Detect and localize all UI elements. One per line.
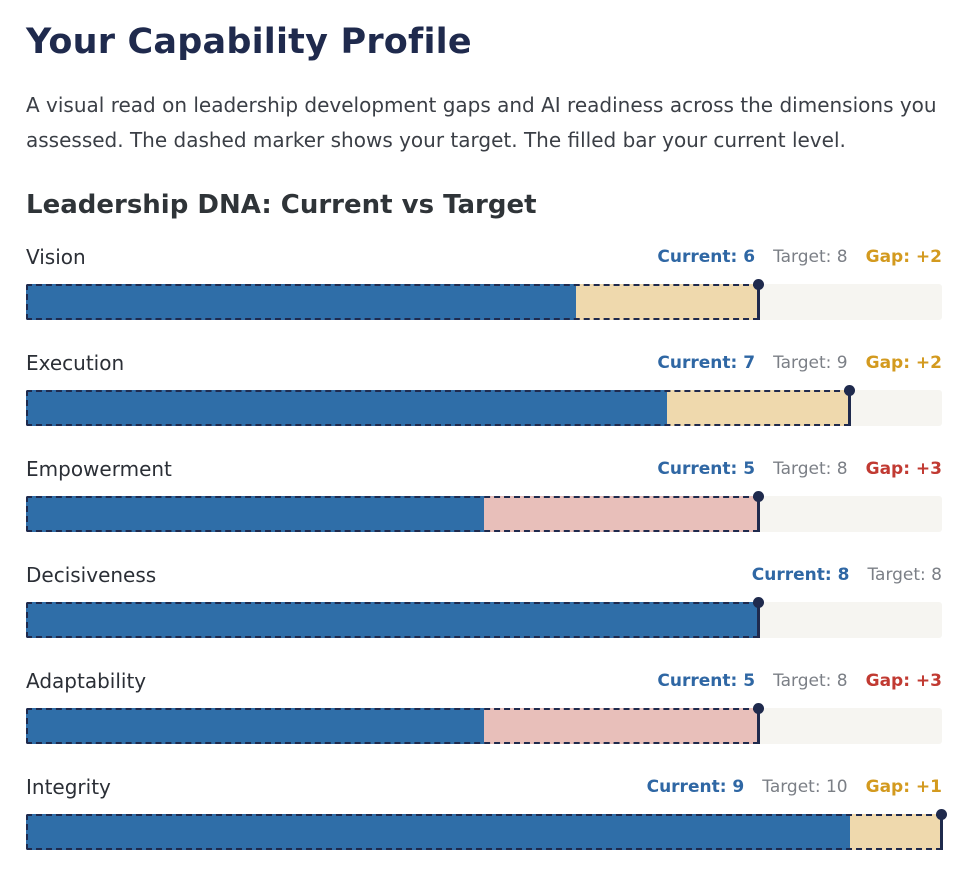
target-marker-line: [756, 496, 760, 532]
dimension-stats: Current: 6 Target: 8 Gap: +2: [657, 247, 942, 267]
current-value-label: Current: 5: [657, 671, 756, 691]
target-outline: [26, 390, 851, 426]
target-value-label: Target: 8: [773, 459, 848, 479]
target-marker-line: [756, 602, 760, 638]
target-outline: [26, 602, 759, 638]
page-description: A visual read on leadership development …: [26, 93, 937, 152]
dimension-row: Integrity Current: 9 Target: 10 Gap: +1: [26, 772, 947, 878]
bar-track: [26, 385, 942, 426]
target-value-label: Target: 8: [867, 565, 942, 585]
bar-track: [26, 279, 942, 320]
bar-track: [26, 703, 942, 744]
gap-value-label: Gap: +2: [865, 353, 942, 373]
target-marker-line: [756, 284, 760, 320]
dimension-row: Empowerment Current: 5 Target: 8 Gap: +3: [26, 454, 942, 560]
target-marker-dot: [752, 279, 764, 290]
current-bar: [26, 390, 668, 426]
current-bar: [26, 814, 851, 850]
dimension-header: Vision Current: 6 Target: 8 Gap: +2: [26, 242, 942, 272]
target-marker-dot: [752, 597, 764, 608]
gap-value-label: Gap: +1: [865, 777, 942, 797]
dimension-row: Vision Current: 6 Target: 8 Gap: +2: [26, 242, 942, 348]
current-value-label: Current: 6: [657, 247, 756, 267]
dimension-stats: Current: 9 Target: 10 Gap: +1: [647, 777, 942, 797]
page-title: Your Capability Profile: [26, 22, 472, 62]
target-outline: [26, 496, 759, 532]
current-bar: [26, 496, 484, 532]
target-outline: [26, 708, 759, 744]
bar-track: [26, 597, 942, 638]
target-marker-line: [756, 708, 760, 744]
target-marker-line: [940, 814, 943, 850]
dimension-row: Adaptability Current: 5 Target: 8 Gap: +3: [26, 666, 942, 772]
current-value-label: Current: 5: [657, 459, 756, 479]
gap-value-label: Gap: +3: [865, 459, 942, 479]
dimension-row: Execution Current: 7 Target: 9 Gap: +2: [26, 348, 942, 454]
dimension-label: Decisiveness: [26, 563, 157, 587]
target-marker-dot: [752, 491, 764, 502]
bar-track: [26, 809, 947, 850]
dimension-stats: Current: 5 Target: 8 Gap: +3: [657, 459, 942, 479]
section-title: Leadership DNA: Current vs Target: [26, 190, 537, 220]
dimension-label: Empowerment: [26, 457, 172, 481]
dimension-label: Vision: [26, 245, 86, 269]
target-outline: [26, 284, 759, 320]
dimension-header: Adaptability Current: 5 Target: 8 Gap: +3: [26, 666, 942, 696]
dimension-stats: Current: 8 Target: 8: [752, 565, 942, 585]
target-outline: [26, 814, 942, 850]
current-bar: [26, 708, 484, 744]
current-bar: [26, 284, 576, 320]
current-value-label: Current: 7: [657, 353, 756, 373]
gap-value-label: Gap: +3: [865, 671, 942, 691]
target-value-label: Target: 8: [773, 671, 848, 691]
gap-value-label: Gap: +2: [865, 247, 942, 267]
dimension-header: Execution Current: 7 Target: 9 Gap: +2: [26, 348, 942, 378]
dimension-label: Execution: [26, 351, 125, 375]
target-value-label: Target: 10: [762, 777, 848, 797]
target-value-label: Target: 8: [773, 247, 848, 267]
target-marker-dot: [844, 385, 856, 396]
target-marker-dot: [752, 703, 764, 714]
current-value-label: Current: 9: [646, 777, 745, 797]
dimension-header: Empowerment Current: 5 Target: 8 Gap: +3: [26, 454, 942, 484]
dimension-header: Decisiveness Current: 8 Target: 8: [26, 560, 942, 590]
target-marker-line: [848, 390, 852, 426]
dimension-label: Adaptability: [26, 669, 147, 693]
target-marker-dot: [936, 809, 947, 820]
current-value-label: Current: 8: [751, 565, 850, 585]
dimension-label: Integrity: [26, 775, 111, 799]
dimension-row: Decisiveness Current: 8 Target: 8: [26, 560, 942, 666]
bar-track: [26, 491, 942, 532]
dimension-stats: Current: 7 Target: 9 Gap: +2: [657, 353, 942, 373]
leadership-dna-chart: Vision Current: 6 Target: 8 Gap: +2 Executio…: [26, 242, 947, 878]
dimension-header: Integrity Current: 9 Target: 10 Gap: +1: [26, 772, 942, 802]
current-bar: [26, 602, 759, 638]
dimension-stats: Current: 5 Target: 8 Gap: +3: [657, 671, 942, 691]
target-value-label: Target: 9: [773, 353, 848, 373]
